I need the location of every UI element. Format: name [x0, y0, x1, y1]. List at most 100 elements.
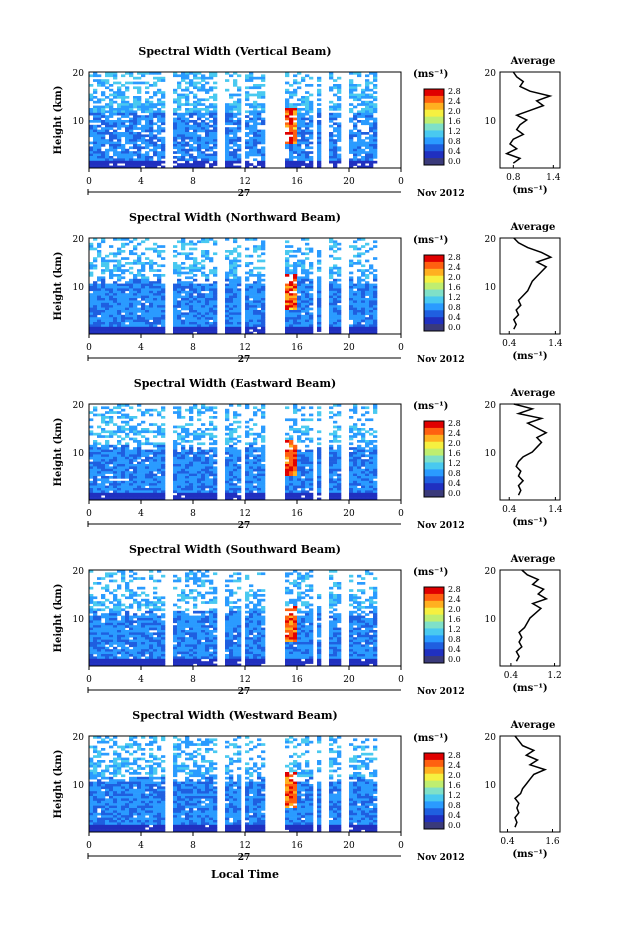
x-tick-label: 8 [190, 343, 196, 353]
x-axis-label: Local Time [211, 868, 279, 881]
y-axis-label: Height (km) [53, 750, 64, 819]
avg-frame [499, 735, 561, 833]
colorbar-segment [424, 261, 444, 270]
colorbar-unit: (ms⁻¹) [413, 401, 448, 412]
x-tick-label: 20 [343, 509, 355, 519]
colorbar-label: 0.8 [448, 137, 461, 146]
colorbar-segment [424, 441, 444, 450]
colorbar-segment [424, 144, 444, 152]
x-tick-label: 0 [86, 343, 92, 353]
avg-x-tick-label: 1.4 [548, 505, 563, 515]
avg-profile-line [512, 237, 553, 330]
colorbar-segment [424, 753, 444, 761]
panel-title: Spectral Width (Eastward Beam) [134, 377, 336, 390]
y-axis-label: Height (km) [53, 584, 64, 653]
colorbar-segment [424, 462, 444, 470]
colorbar-label: 1.2 [448, 293, 461, 302]
x-tick-label: 8 [190, 509, 196, 519]
colorbar-segment [424, 801, 444, 809]
y-tick-label: 10 [73, 283, 85, 293]
avg-x-tick-label: 0.4 [502, 339, 517, 349]
avg-x-tick-label: 1.6 [545, 837, 560, 847]
y-tick-label: 20 [73, 733, 85, 743]
x-tick-label: 16 [291, 343, 303, 353]
colorbar-segment [424, 123, 444, 131]
colorbar-segment [424, 649, 444, 657]
colorbar-label: 0.8 [448, 303, 461, 312]
colorbar-segment [424, 469, 444, 477]
avg-title: Average [510, 56, 556, 67]
avg-x-label: (ms⁻¹) [512, 517, 547, 528]
avg-profile-line [515, 569, 549, 662]
colorbar-frame [423, 420, 445, 498]
avg-x-tick-label: 1.2 [547, 671, 561, 681]
colorbar-label: 2.8 [448, 419, 461, 428]
y-tick-label: 20 [73, 69, 85, 79]
colorbar-segment [424, 151, 444, 159]
avg-y-tick-label: 20 [485, 235, 497, 245]
colorbar-label: 2.8 [448, 751, 461, 760]
colorbar-label: 2.8 [448, 87, 461, 96]
date-label: 27 [238, 521, 251, 531]
y-tick-label: 10 [73, 117, 85, 127]
avg-x-tick-label: 0.4 [504, 671, 519, 681]
avg-x-tick-label: 0.4 [502, 505, 517, 515]
avg-frame [499, 237, 561, 335]
colorbar-segment [424, 455, 444, 463]
x-tick-label: 8 [190, 177, 196, 187]
colorbar-segment [424, 158, 444, 166]
colorbar-label: 0.0 [448, 489, 461, 498]
colorbar-label: 2.0 [448, 771, 461, 780]
colorbar-label: 1.2 [448, 791, 461, 800]
colorbar-segment [424, 773, 444, 782]
avg-title: Average [510, 720, 556, 731]
x-tick-label: 0 [398, 841, 404, 851]
colorbar-label: 1.6 [448, 615, 461, 624]
date-label: 27 [238, 853, 251, 863]
avg-profile-line [513, 403, 548, 496]
x-tick-label: 4 [138, 675, 144, 685]
colorbar-segment [424, 635, 444, 643]
panel-4: Spectral Width (Westward Beam) 20 10 Height… [53, 709, 561, 863]
colorbar-unit: (ms⁻¹) [413, 733, 448, 744]
colorbar-frame [423, 752, 445, 830]
colorbar-segment [424, 317, 444, 325]
avg-y-tick-label: 10 [485, 117, 497, 127]
colorbar-segment [424, 656, 444, 664]
panel-3: Spectral Width (Southward Beam) 20 10 Heigh… [53, 543, 562, 697]
colorbar-segment [424, 766, 444, 775]
x-tick-label: 12 [239, 177, 250, 187]
avg-y-tick-label: 20 [485, 567, 497, 577]
avg-y-tick-label: 10 [485, 449, 497, 459]
colorbar-label: 2.0 [448, 439, 461, 448]
avg-x-label: (ms⁻¹) [512, 849, 547, 860]
avg-y-tick-label: 20 [485, 733, 497, 743]
colorbar-label: 2.0 [448, 605, 461, 614]
heatmap [89, 736, 378, 833]
colorbar-label: 2.4 [448, 263, 461, 272]
colorbar-segment [424, 102, 444, 111]
y-tick-label: 10 [73, 449, 85, 459]
x-tick-label: 20 [343, 177, 355, 187]
colorbar-label: 2.0 [448, 107, 461, 116]
avg-profile-line [513, 735, 548, 828]
colorbar-segment [424, 324, 444, 332]
colorbar-frame [423, 254, 445, 332]
month-label: Nov 2012 [417, 189, 465, 199]
y-axis-label: Height (km) [53, 86, 64, 155]
avg-x-label: (ms⁻¹) [512, 683, 547, 694]
x-tick-label: 16 [291, 177, 303, 187]
colorbar-frame [423, 586, 445, 664]
heatmap [89, 404, 378, 501]
x-tick-label: 16 [291, 675, 303, 685]
colorbar-label: 0.4 [448, 645, 461, 654]
colorbar-segment [424, 483, 444, 491]
y-tick-label: 10 [73, 615, 85, 625]
x-tick-label: 0 [86, 177, 92, 187]
colorbar-segment [424, 421, 444, 429]
avg-x-tick-label: 0.8 [506, 173, 521, 183]
y-tick-label: 20 [73, 567, 85, 577]
colorbar-segment [424, 628, 444, 636]
panel-2: Spectral Width (Eastward Beam) 20 10 Height… [53, 377, 563, 531]
colorbar-segment [424, 822, 444, 830]
